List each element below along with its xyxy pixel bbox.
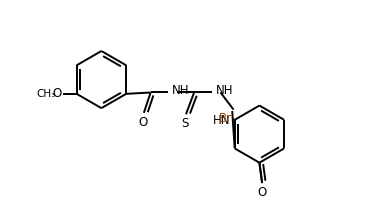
Text: CH₃: CH₃ bbox=[37, 89, 56, 99]
Text: O: O bbox=[258, 186, 267, 199]
Text: NH: NH bbox=[216, 84, 234, 97]
Text: O: O bbox=[138, 116, 147, 129]
Text: HN: HN bbox=[213, 114, 230, 127]
Text: S: S bbox=[182, 117, 189, 130]
Text: NH: NH bbox=[172, 84, 190, 97]
Text: O: O bbox=[53, 87, 62, 100]
Text: Br: Br bbox=[219, 112, 232, 125]
